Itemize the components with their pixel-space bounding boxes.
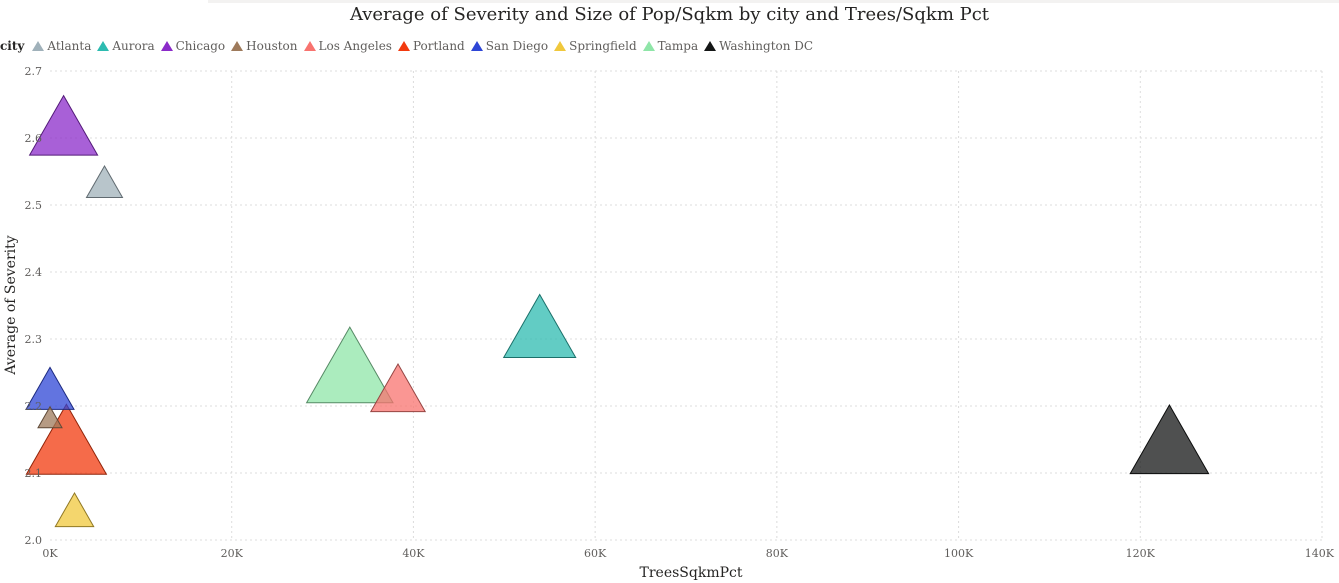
y-tick-label: 2.5 xyxy=(25,199,43,212)
chart-title: Average of Severity and Size of Pop/Sqkm… xyxy=(349,4,990,25)
x-tick-label: 0K xyxy=(42,547,58,560)
triangle-icon xyxy=(97,41,110,51)
legend-item-houston[interactable]: Houston xyxy=(231,39,298,53)
data-point-atlanta[interactable] xyxy=(85,164,124,198)
y-tick-label: 2.0 xyxy=(25,534,43,547)
legend-item-atlanta[interactable]: Atlanta xyxy=(32,39,91,53)
legend-item-los-angeles[interactable]: Los Angeles xyxy=(303,39,392,53)
data-point-washington-dc[interactable] xyxy=(1129,403,1210,475)
x-tick-label: 140K xyxy=(1305,547,1335,560)
x-tick-label: 100K xyxy=(944,547,974,560)
x-tick-label: 40K xyxy=(402,547,425,560)
legend-item-springfield[interactable]: Springfield xyxy=(554,39,637,53)
y-tick-label: 2.6 xyxy=(25,132,43,145)
grid xyxy=(50,70,1323,541)
legend-label: Portland xyxy=(412,39,465,53)
data-point-chicago[interactable] xyxy=(28,94,99,156)
tick-labels: 2.0 2.1 2.2 2.3 2.4 2.5 2.6 2.7 0K 20K 40K 60K 80K 10… xyxy=(25,65,1335,560)
triangle-icon xyxy=(231,41,244,51)
legend-item-tampa[interactable]: Tampa xyxy=(642,39,699,53)
triangle-icon xyxy=(704,41,717,51)
triangle-icon xyxy=(642,41,655,51)
y-tick-label: 2.1 xyxy=(25,467,43,480)
legend-label: Los Angeles xyxy=(318,39,392,53)
legend-label: Aurora xyxy=(112,39,155,53)
data-point-houston[interactable] xyxy=(37,405,63,429)
legend-item-san-diego[interactable]: San Diego xyxy=(470,39,549,53)
y-tick-label: 2.2 xyxy=(25,400,43,413)
x-tick-label: 60K xyxy=(584,547,607,560)
triangle-icon xyxy=(32,41,45,51)
legend-item-washington-dc[interactable]: Washington DC xyxy=(704,39,813,53)
legend-item-portland[interactable]: Portland xyxy=(397,39,465,53)
data-point-springfield[interactable] xyxy=(54,491,95,528)
legend-item-chicago[interactable]: Chicago xyxy=(160,39,226,53)
y-axis-title: Average of Severity xyxy=(3,235,19,375)
legend-label: Chicago xyxy=(175,39,226,53)
triangle-icon xyxy=(554,41,567,51)
y-tick-label: 2.7 xyxy=(25,65,43,78)
data-marks xyxy=(25,94,1210,528)
x-tick-label: 120K xyxy=(1126,547,1156,560)
x-axis-title: TreesSqkmPct xyxy=(640,565,743,581)
triangle-icon xyxy=(470,41,483,51)
triangle-icon xyxy=(397,41,410,51)
y-tick-label: 2.4 xyxy=(25,266,43,279)
legend-label: Atlanta xyxy=(47,39,92,53)
x-tick-label: 20K xyxy=(221,547,244,560)
data-point-los-angeles[interactable] xyxy=(369,362,427,413)
legend-label: Tampa xyxy=(657,39,699,53)
data-point-tampa[interactable] xyxy=(305,326,394,404)
top-toolbar-strip xyxy=(208,0,1339,3)
triangle-icon xyxy=(160,41,173,51)
legend-item-aurora[interactable]: Aurora xyxy=(97,39,155,53)
legend: city Atlanta Aurora Chicago Houston Los Ange… xyxy=(0,37,819,55)
data-point-aurora[interactable] xyxy=(502,293,577,358)
legend-label: Washington DC xyxy=(719,39,814,53)
legend-label: San Diego xyxy=(485,39,549,53)
x-tick-label: 80K xyxy=(766,547,789,560)
y-tick-label: 2.3 xyxy=(25,333,43,346)
legend-title: city xyxy=(0,39,25,53)
legend-label: Houston xyxy=(246,39,298,53)
data-point-portland[interactable] xyxy=(25,403,108,475)
legend-label: Springfield xyxy=(569,39,637,53)
triangle-icon xyxy=(303,41,316,51)
